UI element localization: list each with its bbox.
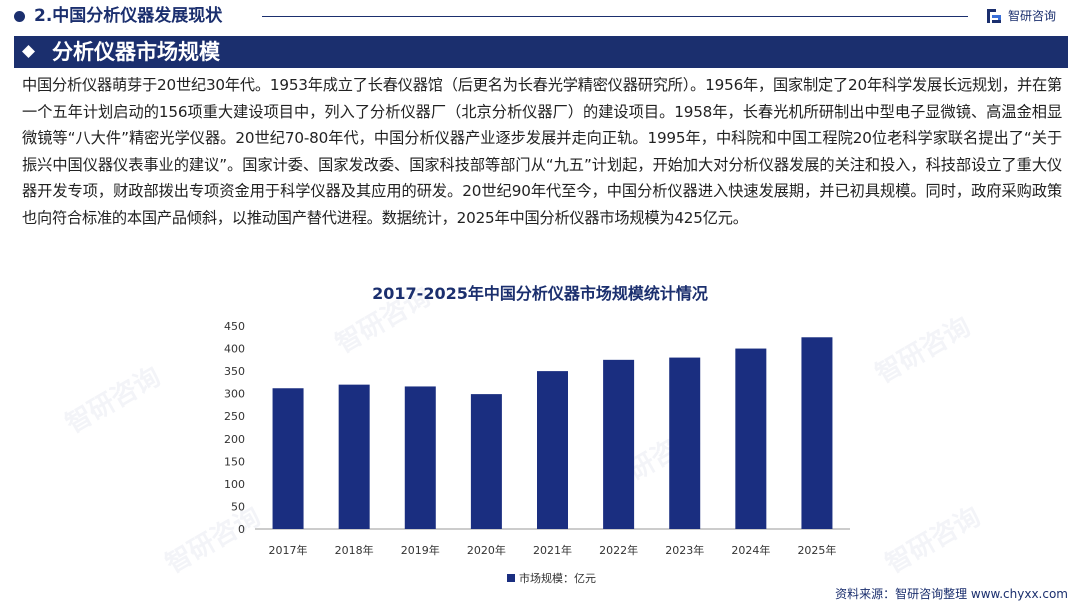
brand: 智研咨询 (986, 5, 1072, 27)
y-tick-label: 0 (238, 523, 245, 536)
x-tick-label: 2018年 (335, 543, 374, 557)
bar (470, 394, 502, 529)
bar (669, 357, 701, 529)
section-title: 2.中国分析仪器发展现状 (34, 6, 223, 26)
x-tick-label: 2022年 (599, 543, 638, 557)
x-tick-label: 2021年 (533, 543, 572, 557)
x-tick-label: 2017年 (269, 543, 308, 557)
section-bullet-icon (14, 11, 25, 22)
bar (404, 386, 436, 529)
brand-logo-icon (987, 9, 1001, 23)
legend-label: 市场规模：亿元 (519, 571, 596, 585)
bar (338, 384, 370, 529)
y-tick-label: 150 (224, 455, 245, 468)
bar (801, 337, 833, 529)
section-heading: 分析仪器市场规模 (52, 40, 220, 64)
y-tick-label: 50 (231, 500, 245, 513)
chart-title: 2017-2025年中国分析仪器市场规模统计情况 (372, 284, 708, 303)
brand-name: 智研咨询 (1008, 9, 1057, 23)
intro-paragraph: 中国分析仪器萌芽于20世纪30年代。1953年成立了长春仪器馆（后更名为长春光学… (22, 76, 1062, 227)
y-tick-label: 250 (224, 410, 245, 423)
y-tick-label: 300 (224, 388, 245, 401)
bar (272, 388, 304, 529)
x-tick-label: 2024年 (731, 543, 770, 557)
top-bar: 2.中国分析仪器发展现状 智研咨询 (0, 0, 1080, 34)
divider (262, 16, 968, 17)
bar (735, 348, 767, 529)
bar (603, 359, 635, 529)
y-tick-label: 400 (224, 343, 245, 356)
y-tick-label: 200 (224, 433, 245, 446)
x-tick-label: 2025年 (797, 543, 836, 557)
x-tick-label: 2023年 (665, 543, 704, 557)
y-tick-label: 100 (224, 478, 245, 491)
x-tick-label: 2020年 (467, 543, 506, 557)
source-note: 资料来源：智研咨询整理 www.chyxx.com (835, 587, 1068, 601)
bar (537, 371, 568, 529)
x-tick-label: 2019年 (401, 543, 440, 557)
y-tick-label: 350 (224, 365, 245, 378)
legend-swatch (507, 574, 515, 582)
diamond-icon (22, 45, 35, 58)
y-tick-label: 450 (224, 320, 245, 333)
section-heading-bar: 分析仪器市场规模 (14, 36, 1068, 68)
